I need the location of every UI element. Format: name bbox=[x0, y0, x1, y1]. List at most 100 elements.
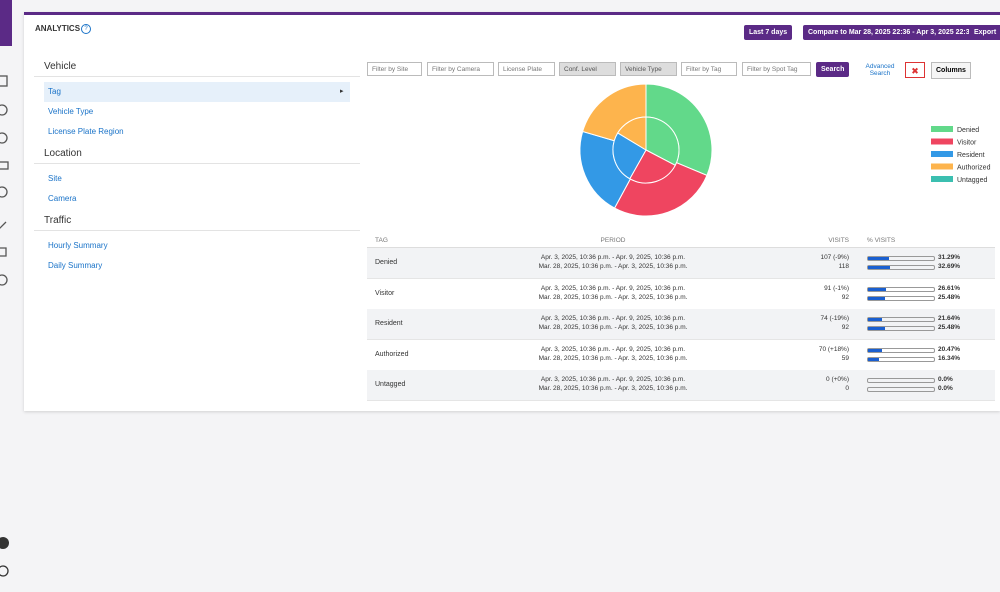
filter[interactable]: Conf. Level bbox=[559, 62, 616, 76]
pie-slice bbox=[617, 116, 647, 151]
nav-selected bbox=[44, 82, 350, 102]
tag-cell: Authorized bbox=[375, 350, 409, 358]
date-button[interactable]: Last 7 days bbox=[744, 25, 793, 40]
period-cell: Apr. 3, 2025, 10:36 p.m. - Apr. 9, 2025,… bbox=[540, 284, 686, 292]
pie-chart: Denied Visitor Resident Authorized Untagged bbox=[579, 83, 991, 217]
pct-bar bbox=[868, 257, 889, 260]
legend-swatch bbox=[931, 151, 953, 157]
visits-cell: 59 bbox=[841, 354, 849, 362]
period-cell: Mar. 28, 2025, 10:36 p.m. - Apr. 3, 2025… bbox=[538, 324, 688, 331]
filter[interactable]: Vehicle Type bbox=[620, 62, 677, 76]
pct-track bbox=[867, 326, 935, 331]
nav-heading: Location bbox=[44, 148, 82, 159]
nav-divider bbox=[34, 230, 360, 231]
pct-bar bbox=[868, 266, 890, 269]
title: ANALYTICS bbox=[35, 24, 81, 33]
pct-label: 31.29% bbox=[938, 254, 961, 261]
visits-cell: 0 bbox=[845, 385, 849, 392]
filter[interactable]: Filter by Camera bbox=[427, 62, 494, 76]
visits-cell: 0 (+0%) bbox=[826, 376, 849, 383]
nav-item[interactable]: Tag bbox=[48, 87, 61, 96]
legend-swatch bbox=[931, 126, 953, 132]
tag-cell: Resident bbox=[375, 320, 403, 327]
pct-bar bbox=[868, 287, 886, 291]
clear-button[interactable]: ✖ bbox=[905, 62, 925, 78]
nav-divider bbox=[34, 76, 360, 77]
pct-label: 26.61% bbox=[938, 284, 961, 292]
period-cell: Apr. 3, 2025, 10:36 p.m. - Apr. 9, 2025,… bbox=[540, 315, 686, 322]
pie-slice bbox=[629, 149, 676, 184]
pct-label: 0.0% bbox=[938, 376, 953, 383]
pct-bar bbox=[868, 327, 885, 330]
tag-cell: Visitor bbox=[375, 289, 395, 297]
period-cell: Apr. 3, 2025, 10:36 p.m. - Apr. 9, 2025,… bbox=[540, 254, 686, 261]
period-cell: Apr. 3, 2025, 10:36 p.m. - Apr. 9, 2025,… bbox=[540, 345, 686, 353]
legend-swatch bbox=[931, 138, 953, 145]
logo bbox=[0, 0, 12, 46]
pct-label: 0.0% bbox=[938, 385, 953, 392]
legend-label: Untagged bbox=[957, 177, 987, 184]
pct-track bbox=[867, 317, 935, 322]
table-row bbox=[367, 309, 995, 340]
nav-heading: Vehicle bbox=[44, 61, 77, 72]
export-button[interactable]: Export bbox=[969, 25, 1000, 40]
visits-cell: 70 (+18%) bbox=[818, 345, 849, 353]
table-row bbox=[367, 370, 995, 401]
table-header: VISITS bbox=[828, 237, 849, 244]
filter[interactable]: License Plate bbox=[498, 62, 555, 76]
pct-track bbox=[867, 347, 935, 353]
pct-label: 16.34% bbox=[938, 354, 961, 362]
legend-swatch bbox=[931, 163, 953, 170]
tag-cell: Denied bbox=[375, 259, 398, 266]
pie-slice bbox=[645, 116, 680, 167]
period-cell: Mar. 28, 2025, 10:36 p.m. - Apr. 3, 2025… bbox=[538, 263, 688, 270]
visits-cell: 107 (-9%) bbox=[820, 254, 849, 261]
help-icon[interactable]: ? bbox=[81, 24, 91, 34]
nav-item[interactable]: License Plate Region bbox=[48, 127, 124, 136]
visits-cell: 92 bbox=[841, 324, 849, 331]
pct-label: 20.47% bbox=[938, 345, 961, 353]
side-icons bbox=[0, 75, 9, 577]
visits-cell: 118 bbox=[838, 263, 849, 270]
pct-label: 25.48% bbox=[938, 293, 961, 301]
period-cell: Mar. 28, 2025, 10:36 p.m. - Apr. 3, 2025… bbox=[538, 293, 688, 301]
pct-track bbox=[867, 387, 935, 392]
filter[interactable]: Filter by Spot Tag bbox=[742, 62, 811, 76]
filter[interactable]: Filter by Site bbox=[367, 62, 422, 76]
pct-bar bbox=[868, 296, 885, 300]
table-header: TAG bbox=[375, 237, 388, 244]
pct-track bbox=[867, 286, 935, 292]
pct-label: 32.69% bbox=[938, 263, 961, 270]
pct-track bbox=[867, 378, 935, 383]
legend-label: Authorized bbox=[957, 165, 991, 172]
tag-cell: Untagged bbox=[375, 381, 406, 388]
nav-heading: Traffic bbox=[44, 215, 72, 226]
nav-item[interactable]: Daily Summary bbox=[48, 261, 103, 270]
period-cell: Mar. 28, 2025, 10:36 p.m. - Apr. 3, 2025… bbox=[538, 385, 688, 392]
legend-swatch bbox=[931, 176, 953, 182]
legend-label: Visitor bbox=[957, 140, 977, 147]
pct-bar bbox=[868, 357, 879, 361]
filter[interactable]: Filter by Tag bbox=[681, 62, 737, 76]
pct-label: 25.48% bbox=[938, 324, 961, 331]
columns-button[interactable]: Columns bbox=[931, 62, 971, 79]
compare-button[interactable]: Compare to Mar 28, 2025 22:36 - Apr 3, 2… bbox=[803, 25, 979, 40]
pct-track bbox=[867, 356, 935, 362]
nav-item[interactable]: Site bbox=[48, 174, 62, 183]
period-cell: Apr. 3, 2025, 10:36 p.m. - Apr. 9, 2025,… bbox=[540, 376, 686, 383]
table-header: % VISITS bbox=[867, 237, 896, 244]
nav-caret: ▸ bbox=[340, 88, 344, 95]
pct-label: 21.64% bbox=[938, 315, 961, 322]
pct-bar bbox=[868, 318, 883, 321]
advanced-search[interactable]: Advanced Search bbox=[865, 63, 895, 77]
nav-item[interactable]: Camera bbox=[48, 194, 77, 203]
visits-cell: 91 (-1%) bbox=[824, 284, 849, 292]
visits-cell: 92 bbox=[841, 293, 849, 301]
nav-item[interactable]: Vehicle Type bbox=[48, 107, 94, 116]
nav-item[interactable]: Hourly Summary bbox=[48, 241, 108, 250]
visits-cell: 74 (-19%) bbox=[820, 315, 849, 322]
search-button[interactable]: Search bbox=[816, 62, 850, 77]
legend-label: Denied bbox=[957, 127, 979, 134]
nav-divider bbox=[34, 163, 360, 164]
